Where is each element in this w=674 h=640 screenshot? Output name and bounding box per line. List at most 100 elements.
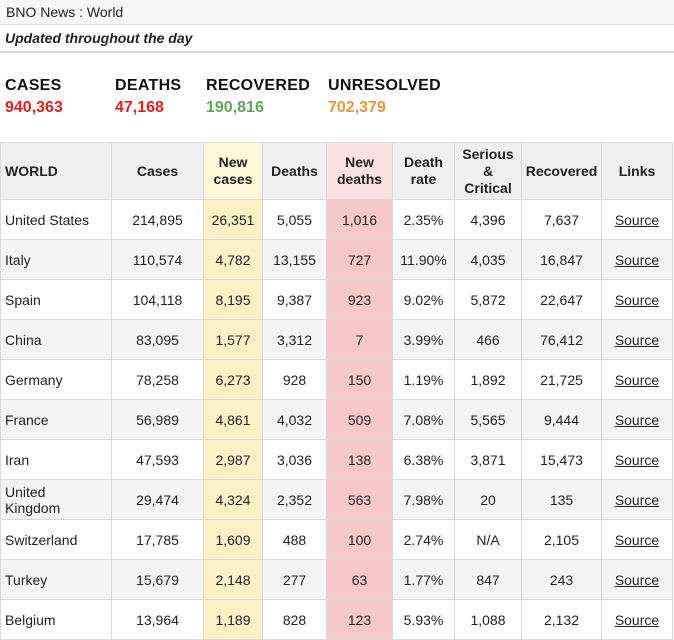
- cell-links: Source: [601, 279, 673, 320]
- table-row: Germany 78,258 6,273 928 150 1.19% 1,892…: [0, 359, 673, 400]
- header-serious-line1: Serious: [462, 145, 514, 162]
- cell-links: Source: [601, 599, 673, 640]
- header-links: Links: [601, 142, 673, 200]
- source-link[interactable]: Source: [614, 331, 660, 348]
- cell-new-cases: 4,324: [203, 479, 263, 520]
- cell-deaths: 5,055: [262, 199, 327, 240]
- summary-deaths-label: DEATHS: [115, 77, 182, 94]
- cell-serious-critical: 3,871: [454, 439, 522, 480]
- cell-new-deaths: 123: [326, 599, 393, 640]
- source-link[interactable]: Source: [614, 291, 660, 308]
- cell-recovered: 76,412: [521, 319, 602, 360]
- cell-new-deaths: 100: [326, 519, 393, 560]
- cell-links: Source: [601, 519, 673, 560]
- source-link[interactable]: Source: [614, 211, 660, 228]
- cell-recovered: 135: [521, 479, 602, 520]
- source-link[interactable]: Source: [614, 411, 660, 428]
- cell-serious-critical: 20: [454, 479, 522, 520]
- cell-cases: 110,574: [111, 239, 204, 280]
- table-row: Spain 104,118 8,195 9,387 923 9.02% 5,87…: [0, 279, 673, 320]
- cell-serious-critical: 4,035: [454, 239, 522, 280]
- updated-banner: Updated throughout the day: [0, 25, 674, 53]
- cell-new-deaths: 509: [326, 399, 393, 440]
- cell-death-rate: 9.02%: [392, 279, 455, 320]
- header-serious-line3: Critical: [464, 179, 512, 196]
- table-row: China 83,095 1,577 3,312 7 3.99% 466 76,…: [0, 319, 673, 360]
- source-link[interactable]: Source: [614, 491, 660, 508]
- cell-new-cases: 26,351: [203, 199, 263, 240]
- cell-country: Belgium: [0, 599, 112, 640]
- cell-country: Iran: [0, 439, 112, 480]
- cell-serious-critical: N/A: [454, 519, 522, 560]
- summary-deaths: DEATHS 47,168: [115, 77, 181, 117]
- cell-deaths: 2,352: [262, 479, 327, 520]
- cell-cases: 13,964: [111, 599, 204, 640]
- window-title: BNO News : World: [0, 0, 674, 25]
- cell-deaths: 277: [262, 559, 327, 600]
- table-row: France 56,989 4,861 4,032 509 7.08% 5,56…: [0, 399, 673, 440]
- table-row: United Kingdom 29,474 4,324 2,352 563 7.9…: [0, 479, 673, 520]
- cell-recovered: 21,725: [521, 359, 602, 400]
- header-serious-line2: &: [482, 162, 494, 179]
- summary-recovered: RECOVERED 190,816: [206, 77, 310, 117]
- cell-new-cases: 4,861: [203, 399, 263, 440]
- cell-new-deaths: 7: [326, 319, 393, 360]
- cell-cases: 104,118: [111, 279, 204, 320]
- cell-country: Italy: [0, 239, 112, 280]
- cell-country-line2: Kingdom: [5, 499, 61, 516]
- cell-links: Source: [601, 559, 673, 600]
- cell-cases: 214,895: [111, 199, 204, 240]
- cell-recovered: 2,132: [521, 599, 602, 640]
- cell-new-deaths: 150: [326, 359, 393, 400]
- source-link[interactable]: Source: [614, 371, 660, 388]
- source-link[interactable]: Source: [614, 251, 660, 268]
- world-cases-table: WORLD Cases New cases Deaths New deaths De…: [0, 142, 673, 640]
- cell-new-cases: 1,609: [203, 519, 263, 560]
- cell-deaths: 4,032: [262, 399, 327, 440]
- cell-deaths: 828: [262, 599, 327, 640]
- cell-serious-critical: 847: [454, 559, 522, 600]
- table-row: Iran 47,593 2,987 3,036 138 6.38% 3,871 …: [0, 439, 673, 480]
- summary-panel: CASES 940,363 DEATHS 47,168 RECOVERED 19…: [0, 53, 674, 143]
- cell-country: China: [0, 319, 112, 360]
- cell-serious-critical: 466: [454, 319, 522, 360]
- cell-deaths: 3,036: [262, 439, 327, 480]
- cell-serious-critical: 1,892: [454, 359, 522, 400]
- table-row: United States 214,895 26,351 5,055 1,016…: [0, 199, 673, 240]
- cell-new-cases: 1,577: [203, 319, 263, 360]
- header-death-rate: Death rate: [392, 142, 455, 200]
- source-link[interactable]: Source: [614, 571, 660, 588]
- source-link[interactable]: Source: [614, 531, 660, 548]
- cell-cases: 15,679: [111, 559, 204, 600]
- table-row: Belgium 13,964 1,189 828 123 5.93% 1,088…: [0, 599, 673, 640]
- cell-deaths: 13,155: [262, 239, 327, 280]
- header-death-rate-line1: Death: [404, 154, 443, 170]
- source-link[interactable]: Source: [614, 611, 660, 628]
- cell-new-deaths: 63: [326, 559, 393, 600]
- table-row: Switzerland 17,785 1,609 488 100 2.74% N…: [0, 519, 673, 560]
- cell-cases: 17,785: [111, 519, 204, 560]
- summary-unresolved-label: UNRESOLVED: [328, 77, 441, 94]
- cell-country: France: [0, 399, 112, 440]
- summary-unresolved: UNRESOLVED 702,379: [328, 77, 441, 117]
- summary-cases: CASES 940,363: [5, 77, 63, 117]
- source-link[interactable]: Source: [614, 451, 660, 468]
- cell-death-rate: 1.77%: [392, 559, 455, 600]
- cell-new-cases: 8,195: [203, 279, 263, 320]
- cell-new-deaths: 1,016: [326, 199, 393, 240]
- cell-new-cases: 2,148: [203, 559, 263, 600]
- cell-new-deaths: 727: [326, 239, 393, 280]
- cell-cases: 47,593: [111, 439, 204, 480]
- header-serious-critical: Serious & Critical: [454, 142, 522, 200]
- table-row: Italy 110,574 4,782 13,155 727 11.90% 4,…: [0, 239, 673, 280]
- cell-serious-critical: 5,565: [454, 399, 522, 440]
- cell-cases: 29,474: [111, 479, 204, 520]
- cell-serious-critical: 4,396: [454, 199, 522, 240]
- cell-country: Germany: [0, 359, 112, 400]
- cell-death-rate: 1.19%: [392, 359, 455, 400]
- summary-recovered-value: 190,816: [206, 99, 264, 116]
- header-death-rate-line2: rate: [410, 171, 437, 187]
- cell-cases: 78,258: [111, 359, 204, 400]
- cell-links: Source: [601, 399, 673, 440]
- header-deaths: Deaths: [262, 142, 327, 200]
